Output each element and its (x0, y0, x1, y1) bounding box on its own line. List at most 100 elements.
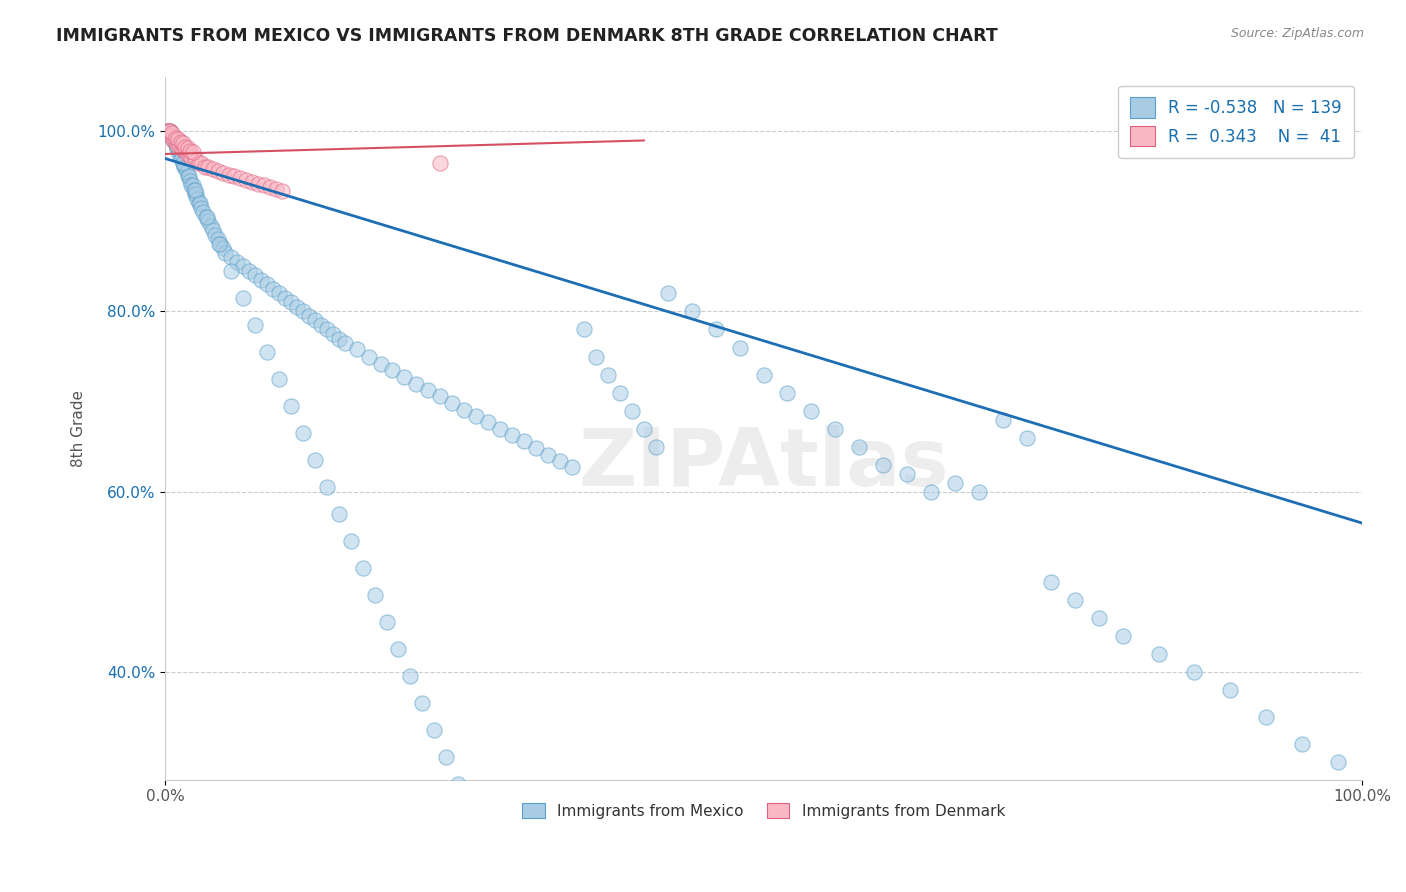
Point (160, 128, 183, 143)
Point (232, 260, 254, 274)
Point (752, 368, 775, 382)
Point (304, 313, 326, 327)
Point (211, 242, 233, 256)
Text: IMMIGRANTS FROM MEXICO VS IMMIGRANTS FROM DENMARK 8TH GRADE CORRELATION CHART: IMMIGRANTS FROM MEXICO VS IMMIGRANTS FRO… (56, 27, 998, 45)
Point (214, 246, 236, 260)
Point (633, 421, 655, 435)
Point (219, 251, 242, 265)
Point (1256, 709, 1278, 723)
Point (1039, 574, 1062, 589)
Point (620, 403, 643, 417)
Point (184, 183, 207, 197)
Point (197, 161, 219, 175)
Point (177, 141, 200, 155)
Point (224, 169, 246, 184)
Point (174, 140, 197, 154)
Point (160, 128, 183, 143)
Point (194, 210, 217, 224)
Point (157, 124, 180, 138)
Point (207, 164, 229, 178)
Point (183, 183, 205, 197)
Point (513, 434, 536, 449)
Point (967, 484, 990, 499)
Point (180, 178, 202, 193)
Point (501, 427, 523, 442)
Point (681, 304, 703, 318)
Point (458, 804, 481, 818)
Point (162, 126, 184, 140)
Point (176, 147, 198, 161)
Point (187, 196, 209, 211)
Point (165, 130, 187, 145)
Point (872, 458, 894, 472)
Point (704, 322, 727, 336)
Point (179, 174, 201, 188)
Point (170, 143, 193, 157)
Point (381, 363, 404, 377)
Point (204, 227, 226, 242)
Point (207, 232, 229, 246)
Point (453, 402, 475, 417)
Point (1015, 430, 1038, 444)
Point (174, 161, 197, 175)
Point (363, 588, 385, 602)
Point (238, 264, 260, 278)
Point (190, 201, 212, 215)
Point (1063, 592, 1085, 607)
Point (197, 214, 219, 228)
Point (256, 345, 278, 359)
Point (328, 507, 350, 521)
Point (208, 237, 231, 252)
Point (848, 440, 870, 454)
Point (163, 133, 186, 147)
Point (162, 128, 184, 143)
Point (548, 454, 571, 468)
Point (169, 138, 191, 153)
Point (156, 124, 179, 138)
Point (159, 124, 181, 138)
Point (243, 268, 266, 283)
Point (211, 166, 233, 180)
Point (187, 156, 209, 170)
Point (242, 175, 264, 189)
Point (184, 187, 207, 202)
Point (896, 467, 918, 481)
Point (253, 178, 276, 193)
Point (200, 219, 222, 233)
Point (537, 448, 560, 462)
Point (193, 161, 215, 175)
Point (1184, 665, 1206, 679)
Point (201, 223, 224, 237)
Point (267, 286, 290, 301)
Text: ZIPAtlas: ZIPAtlas (578, 425, 949, 502)
Point (572, 322, 595, 336)
Point (186, 192, 208, 206)
Point (172, 136, 194, 150)
Point (309, 318, 332, 332)
Point (267, 372, 290, 386)
Point (170, 152, 193, 166)
Point (186, 187, 208, 202)
Point (209, 237, 232, 252)
Point (596, 368, 619, 382)
Point (1087, 610, 1109, 624)
Legend: Immigrants from Mexico, Immigrants from Denmark: Immigrants from Mexico, Immigrants from … (516, 797, 1011, 824)
Point (315, 322, 337, 336)
Point (176, 165, 198, 179)
Point (250, 273, 273, 287)
Point (447, 777, 470, 791)
Point (172, 156, 194, 170)
Point (298, 309, 321, 323)
Point (1327, 755, 1350, 769)
Point (322, 326, 344, 341)
Point (280, 399, 302, 413)
Point (644, 440, 666, 454)
Point (609, 385, 631, 400)
Point (243, 318, 266, 332)
Point (495, 885, 517, 892)
Point (370, 357, 392, 371)
Point (399, 669, 422, 683)
Point (232, 291, 254, 305)
Point (315, 480, 337, 494)
Point (434, 750, 457, 764)
